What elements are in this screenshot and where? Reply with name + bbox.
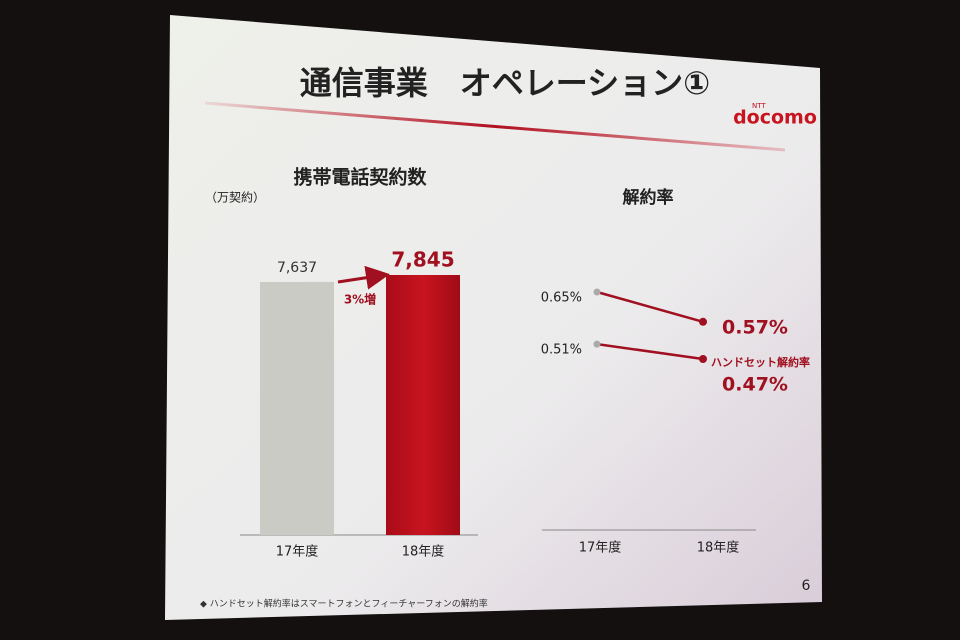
series-line bbox=[596, 342, 704, 361]
x-tick-label: 17年度 bbox=[579, 540, 622, 556]
growth-arrow bbox=[337, 265, 390, 290]
unit-label: （万契約） bbox=[205, 190, 265, 205]
title-rule bbox=[204, 101, 786, 152]
value-label: 0.65% bbox=[541, 291, 582, 306]
point bbox=[593, 288, 601, 296]
annotation: 3%増 bbox=[344, 292, 376, 307]
bar bbox=[386, 275, 460, 535]
logo: docomo bbox=[733, 107, 817, 129]
footnote: ◆ ハンドセット解約率はスマートフォンとフィーチャーフォンの解約率 bbox=[200, 598, 488, 610]
value-label: 7,845 bbox=[391, 248, 454, 272]
bar bbox=[260, 281, 334, 535]
point bbox=[593, 340, 601, 348]
value-label: 0.57% bbox=[722, 316, 788, 338]
value-label: 7,637 bbox=[277, 260, 317, 276]
chart-title: 解約率 bbox=[623, 187, 674, 208]
point bbox=[699, 317, 707, 326]
x-tick-label: 18年度 bbox=[697, 540, 740, 556]
point bbox=[699, 355, 707, 363]
logo-small: NTT bbox=[752, 102, 766, 110]
slide-title: 通信事業 オペレーション① bbox=[300, 64, 710, 102]
series-line bbox=[596, 290, 704, 323]
page-number: 6 bbox=[802, 578, 811, 594]
series-name: ハンドセット解約率 bbox=[711, 355, 810, 369]
value-label: 0.51% bbox=[541, 343, 582, 358]
value-label: 0.47% bbox=[722, 374, 788, 396]
x-tick-label: 18年度 bbox=[402, 544, 445, 560]
x-tick-label: 17年度 bbox=[276, 544, 319, 560]
chart-title: 携帯電話契約数 bbox=[293, 166, 427, 189]
